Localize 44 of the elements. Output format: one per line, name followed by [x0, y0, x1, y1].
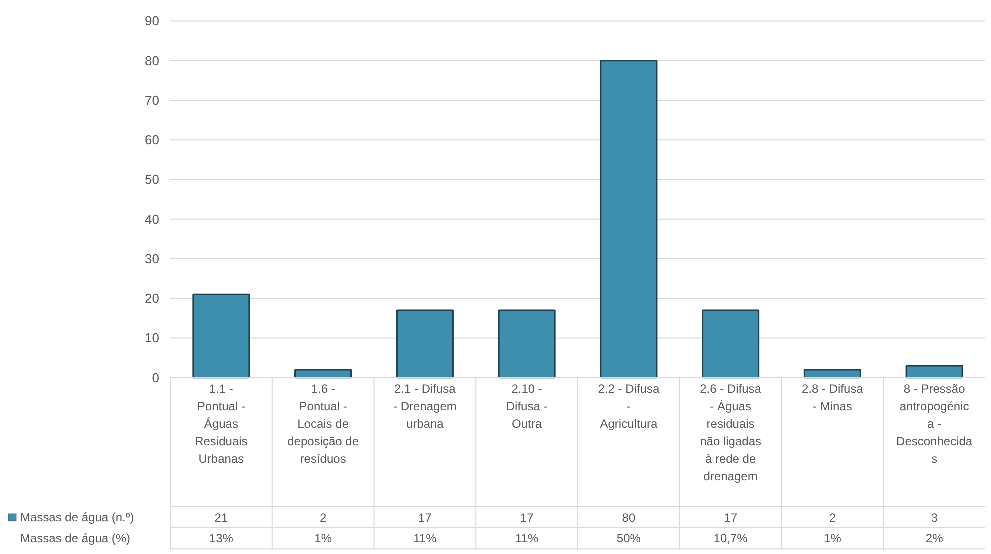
data-label: 17 [520, 511, 534, 526]
text: 1% [824, 532, 842, 546]
x-tick-label: 2.10 - Difusa - Outra [506, 382, 548, 432]
y-tick-label: 10 [145, 330, 160, 346]
legend-label: Massas de água (n.º) [20, 510, 134, 525]
y-tick-label: 70 [145, 92, 160, 108]
text: Massas de água (%) [20, 532, 131, 546]
text: 10,7% [714, 532, 748, 546]
y-tick-label: 80 [145, 53, 160, 68]
bar [294, 369, 352, 379]
bar [702, 310, 760, 379]
y-tick-label: 60 [145, 132, 160, 148]
y-tick-label: 90 [145, 14, 160, 29]
x-tick-label: 2.6 - Difusa - Águas residuais não ligadas à rede de drenagem [700, 382, 762, 484]
bar [600, 60, 658, 379]
bar [906, 365, 964, 379]
bar [498, 310, 556, 379]
x-tick-label: 1.6 - Pontual - Locais de deposição de resíduos [288, 382, 360, 466]
data-label: 21 [214, 511, 228, 526]
data-label: 2 [320, 511, 327, 526]
x-tick-label: 2.1 - Difusa - Drenagem urbana [394, 382, 457, 432]
bar [396, 310, 454, 379]
y-tick-label: 30 [145, 251, 160, 266]
text: 1% [314, 532, 332, 546]
text: 50% [616, 532, 642, 546]
data-label: 2 [829, 511, 836, 526]
y-tick-label: 20 [145, 291, 160, 306]
data-label: 17 [418, 511, 432, 526]
text: 11% [414, 532, 438, 546]
bar [192, 294, 250, 379]
text: 2% [926, 532, 944, 546]
y-tick-label: 50 [145, 172, 160, 188]
data-label: 80 [622, 511, 636, 526]
x-tick-label: 2.8 - Difusa - Minas [802, 382, 864, 414]
text: 13% [209, 532, 234, 546]
x-tick-label: 1.1 - Pontual - Águas Residuais Urbanas [195, 382, 248, 466]
text: 11% [516, 532, 539, 546]
y-tick-label: 0 [152, 370, 160, 386]
x-tick-label: 2.2 - Difusa - Agricultura [598, 382, 660, 432]
data-label: 3 [931, 511, 938, 526]
y-tick-label: 40 [145, 212, 160, 227]
data-label: 17 [724, 511, 738, 526]
bar [804, 369, 862, 379]
x-tick-label: 8 - Pressão antropogénica - Desconhecidas [896, 382, 973, 466]
